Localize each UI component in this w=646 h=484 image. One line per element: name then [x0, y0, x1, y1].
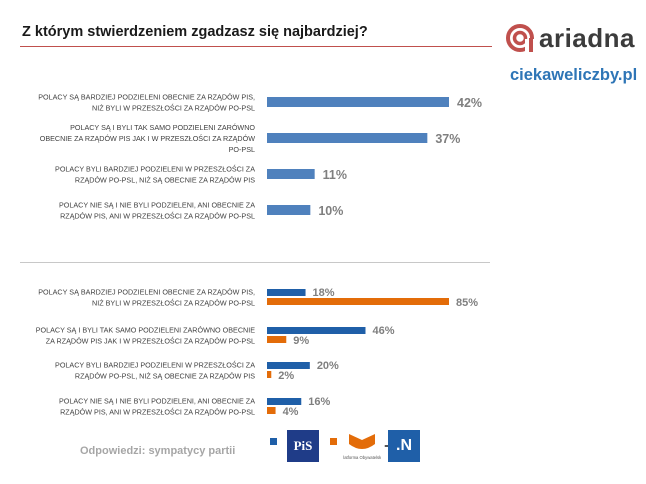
chart1-category-line: POLACY SĄ I BYLI TAK SAMO PODZIELENI ZAR… — [70, 123, 255, 132]
chart1-category-line: POLACY BYLI BARDZIEJ PODZIELENI W PRZESZ… — [55, 165, 255, 174]
legend-swatch-pis — [270, 438, 277, 445]
chart1-category-label: POLACY SĄ BARDZIEJ PODZIELENI OBECNIE ZA… — [38, 93, 255, 113]
po-logo: Platforma Obywatelska — [343, 434, 381, 460]
chart1-category-label: POLACY NIE SĄ I NIE BYLI PODZIELENI, ANI… — [59, 201, 255, 221]
chart1-category-line: NIŻ BYLI W PRZESZŁOŚCI ZA RZĄDÓW PO-PSL — [92, 104, 255, 113]
pis-logo: PiS — [287, 430, 319, 462]
chart1-category-label: POLACY SĄ I BYLI TAK SAMO PODZIELENI ZAR… — [40, 123, 256, 154]
legend-swatch-opposition — [330, 438, 337, 445]
chart2-category-line: RZĄDÓW PIS, ANI W PRZESZŁOŚCI ZA RZĄDÓW … — [60, 408, 255, 417]
chart1-category-line: RZĄDÓW PO-PSL, NIŻ SĄ OBECNIE ZA RZĄDÓW … — [75, 176, 255, 185]
bar-pis-sympathizers — [267, 289, 306, 296]
chart2-category-line: POLACY SĄ BARDZIEJ PODZIELENI OBECNIE ZA… — [38, 288, 255, 297]
chart1-category-line: POLACY NIE SĄ I NIE BYLI PODZIELENI, ANI… — [59, 201, 255, 210]
chart2-category-line: ZA RZĄDÓW PIS JAK I W PRZESZŁOŚCI ZA RZĄ… — [46, 337, 255, 346]
bar-opposition-value-label: 2% — [278, 370, 294, 382]
bar-all-value-label: 37% — [435, 132, 460, 146]
chart2-category-label: POLACY SĄ I BYLI TAK SAMO PODZIELENI ZAR… — [36, 326, 255, 346]
bar-all-respondents — [267, 205, 311, 215]
bar-pis-sympathizers — [267, 362, 310, 369]
bar-opposition-sympathizers — [267, 407, 276, 414]
chart1-category-line: POLACY SĄ BARDZIEJ PODZIELENI OBECNIE ZA… — [38, 93, 255, 102]
bar-opposition-value-label: 85% — [456, 297, 478, 309]
bar-pis-value-label: 16% — [308, 396, 330, 408]
bar-pis-value-label: 18% — [313, 287, 335, 299]
chart2-category-line: NIŻ BYLI W PRZESZŁOŚCI ZA RZĄDÓW PO-PSL — [92, 299, 255, 308]
bar-pis-sympathizers — [267, 327, 366, 334]
bar-all-respondents — [267, 97, 449, 107]
chart2-category-line: RZĄDÓW PO-PSL, NIŻ SĄ OBECNIE ZA RZĄDÓW … — [75, 372, 255, 381]
nowoczesna-logo: .N — [388, 430, 420, 462]
chart2-category-label: POLACY SĄ BARDZIEJ PODZIELENI OBECNIE ZA… — [38, 288, 255, 308]
bar-all-value-label: 11% — [323, 168, 347, 182]
bar-all-value-label: 42% — [457, 96, 482, 110]
bar-all-value-label: 10% — [318, 204, 343, 218]
brand-name: ariadna — [539, 23, 635, 53]
brand-logo: ariadna — [505, 22, 635, 54]
bar-opposition-sympathizers — [267, 298, 449, 305]
chart2-category-label: POLACY BYLI BARDZIEJ PODZIELENI W PRZESZ… — [55, 361, 255, 381]
n-logo-text: .N — [396, 437, 412, 454]
chart2-category-line: POLACY NIE SĄ I NIE BYLI PODZIELENI, ANI… — [59, 397, 255, 406]
bar-opposition-sympathizers — [267, 371, 272, 378]
chart1-category-line: OBECNIE ZA RZĄDÓW PIS JAK I W PRZESZŁOŚC… — [40, 134, 255, 143]
footer-note: Odpowiedzi: sympatycy partii — [80, 445, 236, 457]
chart2-category-label: POLACY NIE SĄ I NIE BYLI PODZIELENI, ANI… — [59, 397, 255, 417]
section-divider — [20, 262, 490, 263]
bar-pis-value-label: 20% — [317, 360, 339, 372]
po-logo-text: Platforma Obywatelska — [343, 455, 381, 460]
bar-pis-sympathizers — [267, 398, 302, 405]
chart2-category-line: POLACY SĄ I BYLI TAK SAMO PODZIELENI ZAR… — [36, 326, 255, 335]
ariadna-logo-icon — [506, 24, 535, 53]
bar-all-respondents — [267, 169, 315, 179]
chart-title: Z którym stwierdzeniem zgadzasz się najb… — [22, 24, 368, 40]
bar-opposition-value-label: 9% — [293, 335, 309, 347]
title-underline — [20, 46, 492, 47]
chart1-category-line: RZĄDÓW PIS, ANI W PRZESZŁOŚCI ZA RZĄDÓW … — [60, 212, 255, 221]
bar-pis-value-label: 46% — [372, 325, 394, 337]
bar-all-respondents — [267, 133, 428, 143]
chart2-category-line: POLACY BYLI BARDZIEJ PODZIELENI W PRZESZ… — [55, 361, 255, 370]
website-link[interactable]: ciekaweliczby.pl — [510, 66, 638, 84]
bar-opposition-sympathizers — [267, 336, 287, 343]
chart1-category-line: PO-PSL — [229, 145, 255, 154]
chart1-category-label: POLACY BYLI BARDZIEJ PODZIELENI W PRZESZ… — [55, 165, 255, 185]
bar-opposition-value-label: 4% — [283, 406, 299, 418]
pis-logo-text: PiS — [293, 438, 313, 453]
